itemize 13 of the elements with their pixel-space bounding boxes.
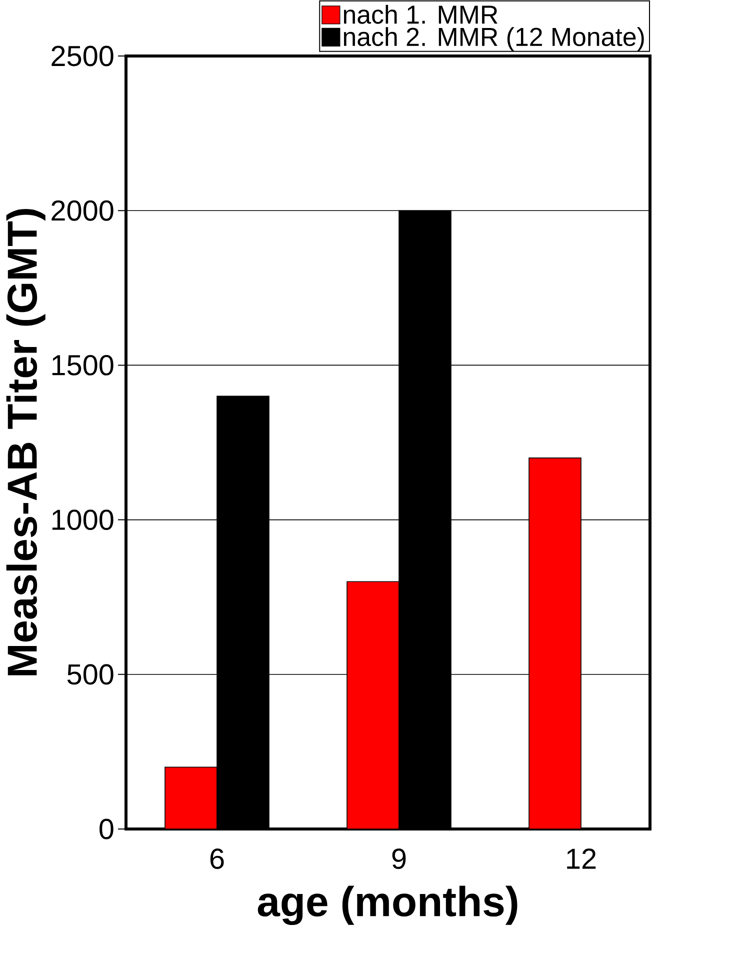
x-tick-label: 12 bbox=[567, 848, 596, 869]
y-tick-label: 1500 bbox=[52, 354, 114, 376]
x-tick-label: 9 bbox=[392, 848, 406, 869]
y-tick-label: 500 bbox=[67, 664, 114, 685]
legend-label: nach 1. MMR bbox=[344, 4, 498, 24]
y-axis-title: Measles-AB Titer (GMT) bbox=[6, 209, 46, 676]
x-tick-label: 6 bbox=[210, 848, 224, 869]
y-tick-label: 2500 bbox=[52, 46, 114, 66]
y-tick-label: 2000 bbox=[52, 200, 114, 221]
y-tick-label: 1000 bbox=[52, 510, 114, 530]
x-axis-title: age (months) bbox=[258, 886, 518, 926]
legend-label: nach 2. MMR (12 Monate) bbox=[344, 27, 644, 52]
y-tick-label: 0 bbox=[100, 818, 114, 840]
